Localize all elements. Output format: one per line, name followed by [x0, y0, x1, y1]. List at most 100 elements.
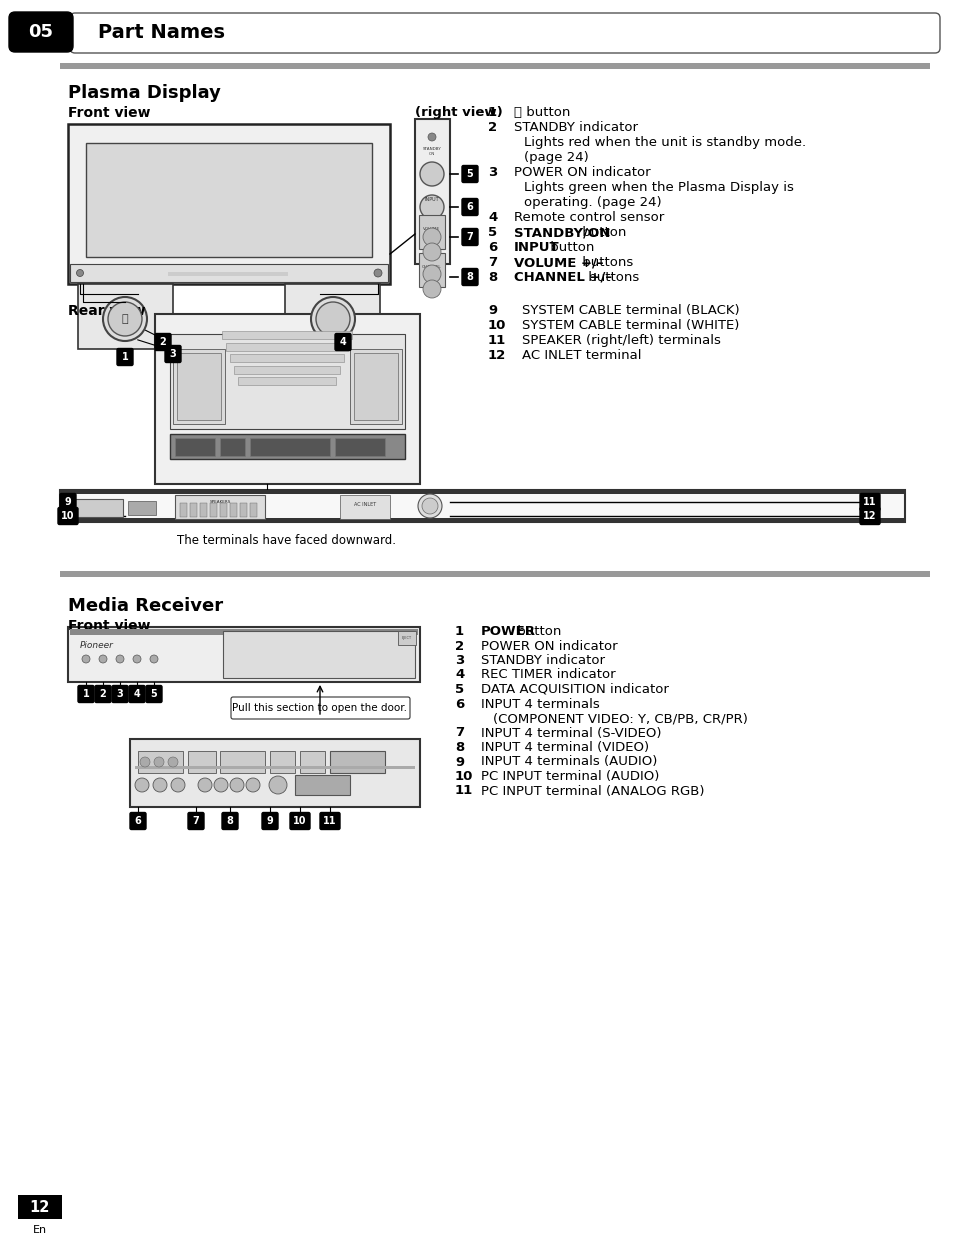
Text: PC INPUT terminal (AUDIO): PC INPUT terminal (AUDIO): [480, 770, 659, 782]
Bar: [220, 751, 265, 773]
Text: 9: 9: [266, 816, 274, 826]
Circle shape: [198, 778, 212, 792]
Text: 11: 11: [323, 816, 336, 826]
Bar: [128, 501, 156, 515]
Text: SYSTEM CABLE terminal (BLACK): SYSTEM CABLE terminal (BLACK): [521, 304, 739, 317]
Text: EJECT: EJECT: [401, 636, 412, 639]
Text: Front view: Front view: [68, 106, 151, 119]
Text: INPUT: INPUT: [514, 241, 559, 254]
Bar: [223, 631, 415, 678]
Text: 6: 6: [466, 202, 473, 211]
Circle shape: [150, 656, 158, 663]
Text: 4: 4: [133, 689, 140, 699]
Text: INPUT 4 terminal (S-VIDEO): INPUT 4 terminal (S-VIDEO): [480, 726, 660, 739]
Text: CHANNEL +/–: CHANNEL +/–: [514, 271, 612, 284]
Text: button: button: [578, 226, 626, 239]
Text: 2: 2: [488, 121, 497, 134]
FancyBboxPatch shape: [129, 685, 145, 703]
Text: operating. (page 24): operating. (page 24): [523, 197, 661, 209]
Text: 6: 6: [488, 241, 497, 254]
Text: 3: 3: [455, 654, 464, 667]
Text: 2: 2: [159, 337, 166, 347]
Text: 11: 11: [862, 498, 876, 508]
Bar: [130, 739, 419, 807]
Circle shape: [269, 776, 287, 794]
Bar: [60, 490, 904, 494]
Bar: [68, 124, 390, 284]
Text: 6: 6: [134, 816, 141, 826]
Circle shape: [82, 656, 90, 663]
Bar: [354, 353, 397, 420]
FancyBboxPatch shape: [461, 229, 477, 245]
FancyBboxPatch shape: [461, 165, 477, 183]
Text: AC INLET: AC INLET: [354, 503, 375, 508]
FancyBboxPatch shape: [859, 494, 879, 510]
Circle shape: [315, 302, 350, 336]
FancyBboxPatch shape: [319, 812, 339, 830]
Bar: [415, 119, 450, 264]
Bar: [60, 63, 929, 68]
Bar: [350, 350, 401, 424]
Text: 11: 11: [488, 333, 506, 347]
Text: 12: 12: [30, 1199, 51, 1214]
FancyBboxPatch shape: [146, 685, 162, 703]
FancyBboxPatch shape: [165, 346, 181, 362]
Text: 4: 4: [339, 337, 346, 347]
Circle shape: [421, 498, 437, 514]
Text: 5: 5: [151, 689, 157, 699]
Text: 12: 12: [488, 350, 506, 362]
Text: buttons: buttons: [584, 271, 639, 284]
Bar: [78, 284, 172, 350]
Circle shape: [419, 195, 443, 219]
Circle shape: [108, 302, 142, 336]
Text: En: En: [33, 1225, 47, 1235]
Text: The terminals have faced downward.: The terminals have faced downward.: [177, 534, 396, 547]
Bar: [222, 331, 352, 340]
Bar: [75, 499, 123, 518]
Text: Lights green when the Plasma Display is: Lights green when the Plasma Display is: [523, 180, 793, 194]
Text: 11: 11: [455, 785, 473, 797]
Bar: [86, 143, 372, 258]
Circle shape: [135, 778, 149, 792]
Text: CHANNEL: CHANNEL: [422, 265, 441, 269]
Text: STANDBY indicator: STANDBY indicator: [514, 121, 638, 134]
Circle shape: [99, 656, 107, 663]
Text: button: button: [545, 241, 594, 254]
Text: POWER ON indicator: POWER ON indicator: [514, 165, 650, 179]
Text: POWER ON indicator: POWER ON indicator: [480, 639, 617, 653]
Bar: [180, 503, 187, 518]
Text: 1: 1: [121, 352, 129, 362]
Text: 8: 8: [226, 816, 233, 826]
FancyBboxPatch shape: [461, 199, 477, 215]
Bar: [233, 366, 339, 374]
Text: AC INLET terminal: AC INLET terminal: [521, 350, 640, 362]
Text: Pioneer: Pioneer: [80, 641, 113, 651]
FancyBboxPatch shape: [188, 812, 204, 830]
Bar: [270, 751, 294, 773]
Text: 7: 7: [488, 256, 497, 269]
Text: 05: 05: [29, 22, 53, 41]
Circle shape: [422, 280, 440, 299]
Text: buttons: buttons: [578, 256, 633, 269]
Bar: [135, 766, 415, 769]
Text: 10: 10: [488, 318, 506, 332]
Circle shape: [428, 133, 436, 141]
Bar: [294, 775, 350, 795]
Bar: [70, 264, 388, 282]
Text: (COMPONENT VIDEO: Y, CB/PB, CR/PR): (COMPONENT VIDEO: Y, CB/PB, CR/PR): [493, 712, 747, 725]
Bar: [188, 751, 215, 773]
Text: ⏻ button: ⏻ button: [514, 106, 570, 119]
Text: SPEAKERS: SPEAKERS: [209, 500, 231, 504]
Bar: [299, 751, 325, 773]
FancyBboxPatch shape: [154, 333, 171, 351]
Bar: [70, 629, 417, 634]
Bar: [237, 377, 335, 384]
Text: 9: 9: [488, 304, 497, 317]
Bar: [190, 503, 196, 518]
FancyBboxPatch shape: [222, 812, 237, 830]
Circle shape: [76, 270, 84, 276]
Circle shape: [213, 778, 228, 792]
Bar: [250, 438, 330, 457]
Text: REC TIMER indicator: REC TIMER indicator: [480, 668, 615, 682]
FancyBboxPatch shape: [461, 269, 477, 286]
